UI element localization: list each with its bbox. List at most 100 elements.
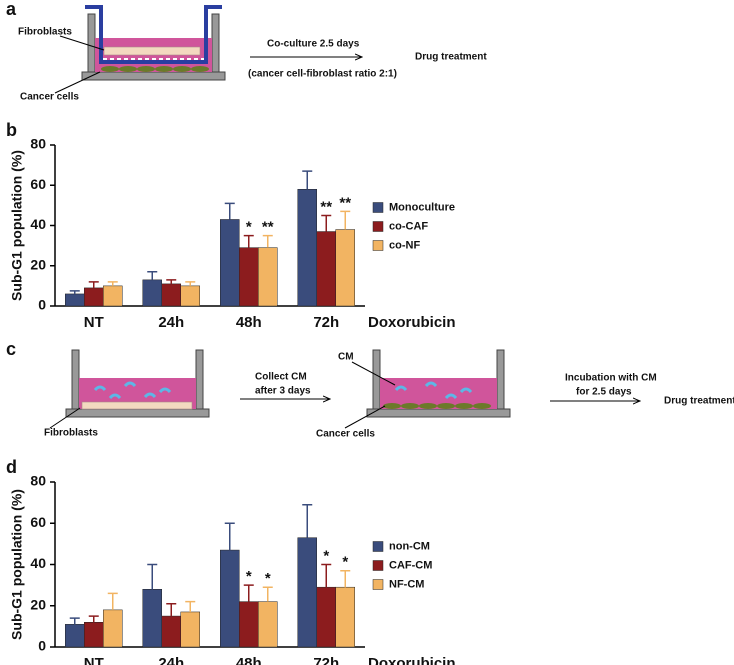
significance: * (265, 570, 271, 587)
bar (316, 231, 336, 307)
y-axis-label: Sub-G1 population (%) (9, 489, 25, 640)
y-axis-label: Sub-G1 population (%) (9, 150, 25, 301)
legend-label: CAF-CM (389, 559, 432, 571)
label: Co-culture 2.5 days (267, 39, 360, 50)
significance: * (342, 554, 348, 571)
legend-swatch (372, 240, 384, 251)
x-axis-label: Doxorubicin (368, 314, 456, 331)
significance: * (246, 568, 252, 585)
significance: ** (320, 198, 332, 215)
bar (297, 537, 317, 648)
legend-label: NF-CM (389, 578, 424, 590)
label: Cancer cells (20, 92, 79, 103)
error-bar (107, 592, 118, 610)
label: (cancer cell-fibroblast ratio 2:1) (248, 69, 397, 80)
legend-label: co-CAF (389, 220, 428, 232)
y-tick-label: 60 (30, 176, 46, 192)
error-bar (321, 563, 332, 588)
error-bar (302, 170, 313, 190)
significance: * (323, 547, 329, 564)
diagram-c: Fibroblasts Collect CM after 3 days CM C… (44, 349, 734, 440)
legend-swatch (372, 579, 384, 590)
label: Drug treatment (415, 52, 487, 63)
bar (161, 615, 181, 648)
error-bar (88, 281, 99, 288)
y-tick-label: 80 (30, 473, 46, 489)
error-bar (243, 234, 254, 248)
bar (239, 601, 259, 648)
error-bar (166, 602, 177, 617)
x-tick-label: NT (84, 655, 104, 665)
error-bar (321, 214, 332, 232)
label: CM (338, 352, 354, 363)
bar (103, 285, 123, 307)
error-bar (166, 279, 177, 284)
bar (84, 622, 104, 648)
error-bar (107, 281, 118, 286)
bar (239, 247, 259, 307)
bar (297, 189, 317, 307)
x-tick-label: NT (84, 314, 104, 331)
error-bar (69, 290, 80, 294)
bar (335, 586, 355, 648)
label: Fibroblasts (44, 428, 98, 439)
bar (142, 589, 162, 648)
panel-label: b (6, 120, 17, 140)
y-tick-label: 0 (38, 297, 46, 313)
bar (220, 219, 240, 307)
error-bar (262, 586, 273, 602)
x-tick-label: 24h (158, 655, 184, 665)
error-bar (224, 202, 235, 220)
x-tick-label: 72h (313, 655, 339, 665)
significance: * (246, 219, 252, 236)
bar (316, 586, 336, 648)
label: Drug treatment (664, 396, 734, 407)
error-bar (147, 271, 158, 280)
legend-swatch (372, 221, 384, 232)
error-bar (69, 617, 80, 625)
error-bar (147, 563, 158, 590)
label: Cancer cells (316, 429, 375, 440)
y-tick-label: 60 (30, 514, 46, 530)
y-tick-label: 20 (30, 596, 46, 612)
legend-label: co-NF (389, 239, 420, 251)
bar (335, 229, 355, 307)
error-bar (340, 210, 351, 230)
legend-swatch (372, 541, 384, 552)
bar (180, 611, 200, 648)
bar (65, 293, 85, 307)
y-tick-label: 40 (30, 555, 46, 571)
label: after 3 days (255, 386, 311, 397)
error-bar (185, 281, 196, 286)
bar (220, 549, 240, 648)
bar (258, 247, 278, 307)
panel-label: a (6, 0, 17, 19)
bar (180, 285, 200, 307)
label: Incubation with CM (565, 373, 657, 384)
bar (84, 287, 104, 307)
bar (142, 279, 162, 307)
error-bar (88, 615, 99, 623)
bar (103, 609, 123, 648)
x-tick-label: 72h (313, 314, 339, 331)
error-bar (340, 569, 351, 588)
error-bar (224, 522, 235, 551)
bar (65, 624, 85, 648)
label: Fibroblasts (18, 27, 72, 38)
label: Collect CM (255, 372, 307, 383)
bar (161, 283, 181, 307)
x-tick-label: 24h (158, 314, 184, 331)
bar (258, 601, 278, 648)
panel-label: d (6, 457, 17, 477)
error-bar (243, 584, 254, 602)
error-bar (185, 600, 196, 612)
y-tick-label: 20 (30, 256, 46, 272)
x-axis-label: Doxorubicin (368, 655, 456, 665)
y-tick-label: 80 (30, 136, 46, 152)
legend-label: non-CM (389, 540, 430, 552)
significance: ** (339, 194, 351, 211)
error-bar (262, 234, 273, 248)
error-bar (302, 503, 313, 538)
y-tick-label: 0 (38, 638, 46, 654)
